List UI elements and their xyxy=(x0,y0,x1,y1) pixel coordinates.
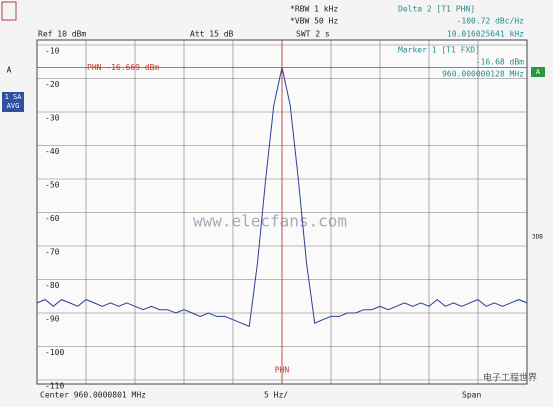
avg: AVG xyxy=(7,102,20,110)
y-tick-label: -100 xyxy=(45,348,64,357)
y-tick-label: -40 xyxy=(45,147,60,156)
logo-box xyxy=(1,1,17,21)
y-tick-label: -50 xyxy=(45,181,60,190)
y-tick-label: -70 xyxy=(45,248,60,257)
delta-freq: 10.016025641 kHz xyxy=(447,30,524,39)
display-line-label: PHN -16.669 dBm xyxy=(87,63,159,72)
y-tick-label: -30 xyxy=(45,114,60,123)
y-tick-label: -90 xyxy=(45,315,60,324)
delta-title: Delta 2 [T1 PHN] xyxy=(398,5,475,14)
a-box xyxy=(531,67,545,77)
marker-title: Marker 1 [T1 FXD] xyxy=(398,46,480,55)
span: Span xyxy=(462,391,481,400)
watermark-logo: 电子工程世界 xyxy=(483,372,537,384)
marker-freq: 960.000000128 MHz xyxy=(442,70,524,79)
rbw: *RBW 1 kHz xyxy=(290,5,338,14)
y-tick-label: -110 xyxy=(45,382,64,391)
mode: 1 SA xyxy=(5,93,23,101)
vbw: *VBW 50 Hz xyxy=(290,17,338,26)
attenuation: Att 15 dB xyxy=(190,30,234,39)
sweep-time: SWT 2 s xyxy=(296,30,330,39)
y-tick-label: -80 xyxy=(45,281,60,290)
y-tick-label: -60 xyxy=(45,214,60,223)
ref-level: Ref 10 dBm xyxy=(38,30,86,39)
side-a-right: A xyxy=(536,68,541,76)
center-marker-label: PHN xyxy=(275,366,290,375)
per-div: 5 Hz/ xyxy=(264,391,288,400)
y-tick-label: -10 xyxy=(45,47,60,56)
marker-value: -16.68 dBm xyxy=(476,58,524,67)
y-tick-label: -20 xyxy=(45,80,60,89)
side-3db: 3DB xyxy=(532,234,543,241)
delta-value: -100.72 dBc/Hz xyxy=(457,17,525,26)
side-a: A xyxy=(7,66,12,75)
center-freq: Center 960.0000801 MHz xyxy=(40,391,146,400)
mode-box xyxy=(2,92,24,112)
watermark: www.elecfans.com xyxy=(193,212,347,231)
